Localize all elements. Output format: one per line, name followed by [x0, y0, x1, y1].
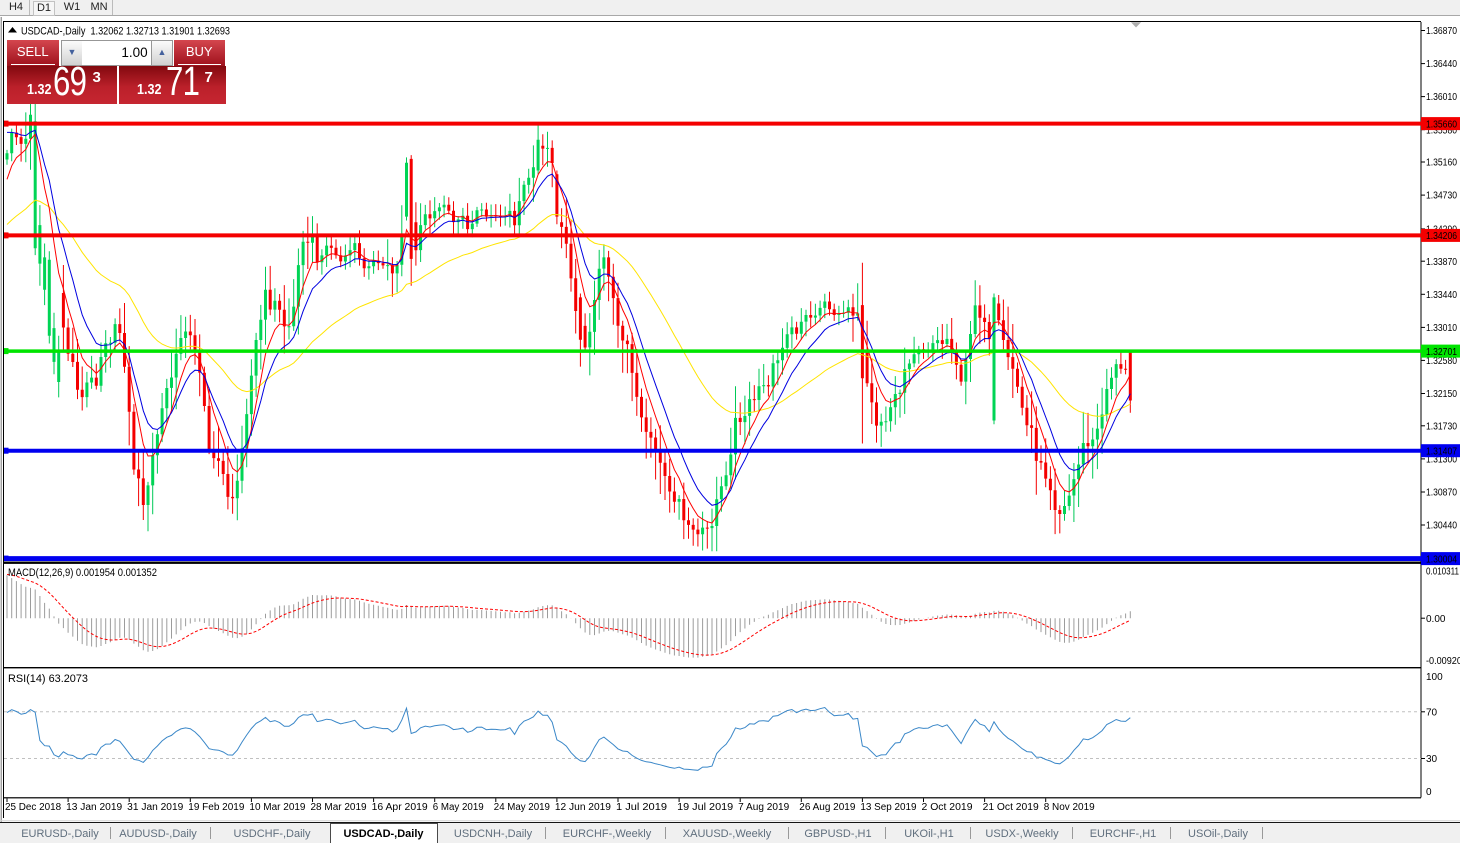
svg-text:2 Oct 2019: 2 Oct 2019	[922, 802, 973, 813]
svg-text:13 Jan 2019: 13 Jan 2019	[66, 802, 123, 813]
svg-text:1.30440: 1.30440	[1426, 521, 1457, 532]
svg-text:1.34206: 1.34206	[1426, 231, 1457, 242]
svg-text:1.32580: 1.32580	[1426, 356, 1457, 367]
svg-text:1.35660: 1.35660	[1426, 119, 1457, 130]
svg-text:24 May 2019: 24 May 2019	[494, 802, 551, 813]
svg-text:RSI(14) 63.2073: RSI(14) 63.2073	[8, 673, 88, 685]
svg-text:70: 70	[1426, 707, 1438, 718]
svg-text:25 Dec 2018: 25 Dec 2018	[5, 802, 62, 813]
svg-text:1.33010: 1.33010	[1426, 323, 1457, 334]
svg-text:1 Jul 2019: 1 Jul 2019	[616, 802, 667, 813]
svg-text:7 Aug 2019: 7 Aug 2019	[738, 802, 789, 813]
svg-text:26 Aug 2019: 26 Aug 2019	[799, 802, 856, 813]
svg-text:6 May 2019: 6 May 2019	[433, 802, 484, 813]
svg-text:16 Apr 2019: 16 Apr 2019	[372, 802, 429, 813]
svg-text:1.36870: 1.36870	[1426, 26, 1457, 37]
svg-text:13 Sep 2019: 13 Sep 2019	[860, 802, 917, 813]
svg-text:0.00: 0.00	[1426, 614, 1446, 625]
svg-text:1.35160: 1.35160	[1426, 158, 1457, 169]
svg-text:8 Nov 2019: 8 Nov 2019	[1044, 802, 1095, 813]
svg-text:MACD(12,26,9) 0.001954 0.00135: MACD(12,26,9) 0.001954 0.001352	[8, 567, 157, 579]
svg-text:1.31730: 1.31730	[1426, 421, 1457, 432]
svg-text:USDCAD-,Daily 1.32062 1.32713: USDCAD-,Daily 1.32062 1.32713 1.31901 1.…	[21, 26, 230, 38]
svg-text:1.31407: 1.31407	[1426, 447, 1457, 458]
svg-text:1.33870: 1.33870	[1426, 257, 1457, 268]
svg-text:19 Jul 2019: 19 Jul 2019	[677, 802, 734, 813]
svg-text:10 Mar 2019: 10 Mar 2019	[249, 802, 306, 813]
svg-text:1.32701: 1.32701	[1426, 347, 1457, 358]
svg-text:1.34730: 1.34730	[1426, 191, 1457, 202]
svg-text:1.31300: 1.31300	[1426, 455, 1457, 466]
svg-text:0.010311: 0.010311	[1426, 567, 1459, 578]
svg-text:19 Feb 2019: 19 Feb 2019	[188, 802, 245, 813]
svg-text:21 Oct 2019: 21 Oct 2019	[983, 802, 1040, 813]
svg-text:100: 100	[1426, 672, 1443, 683]
svg-text:1.32150: 1.32150	[1426, 389, 1457, 400]
svg-text:1.33440: 1.33440	[1426, 290, 1457, 301]
svg-text:1.30004: 1.30004	[1426, 554, 1457, 565]
svg-text:1.36010: 1.36010	[1426, 92, 1457, 103]
svg-text:1.30870: 1.30870	[1426, 488, 1457, 499]
svg-text:31 Jan 2019: 31 Jan 2019	[127, 802, 184, 813]
svg-text:1.35580: 1.35580	[1426, 125, 1457, 136]
svg-text:30: 30	[1426, 754, 1438, 765]
svg-text:28 Mar 2019: 28 Mar 2019	[311, 802, 368, 813]
svg-text:1.36440: 1.36440	[1426, 59, 1457, 70]
svg-text:0: 0	[1426, 787, 1432, 798]
svg-text:12 Jun 2019: 12 Jun 2019	[555, 802, 612, 813]
